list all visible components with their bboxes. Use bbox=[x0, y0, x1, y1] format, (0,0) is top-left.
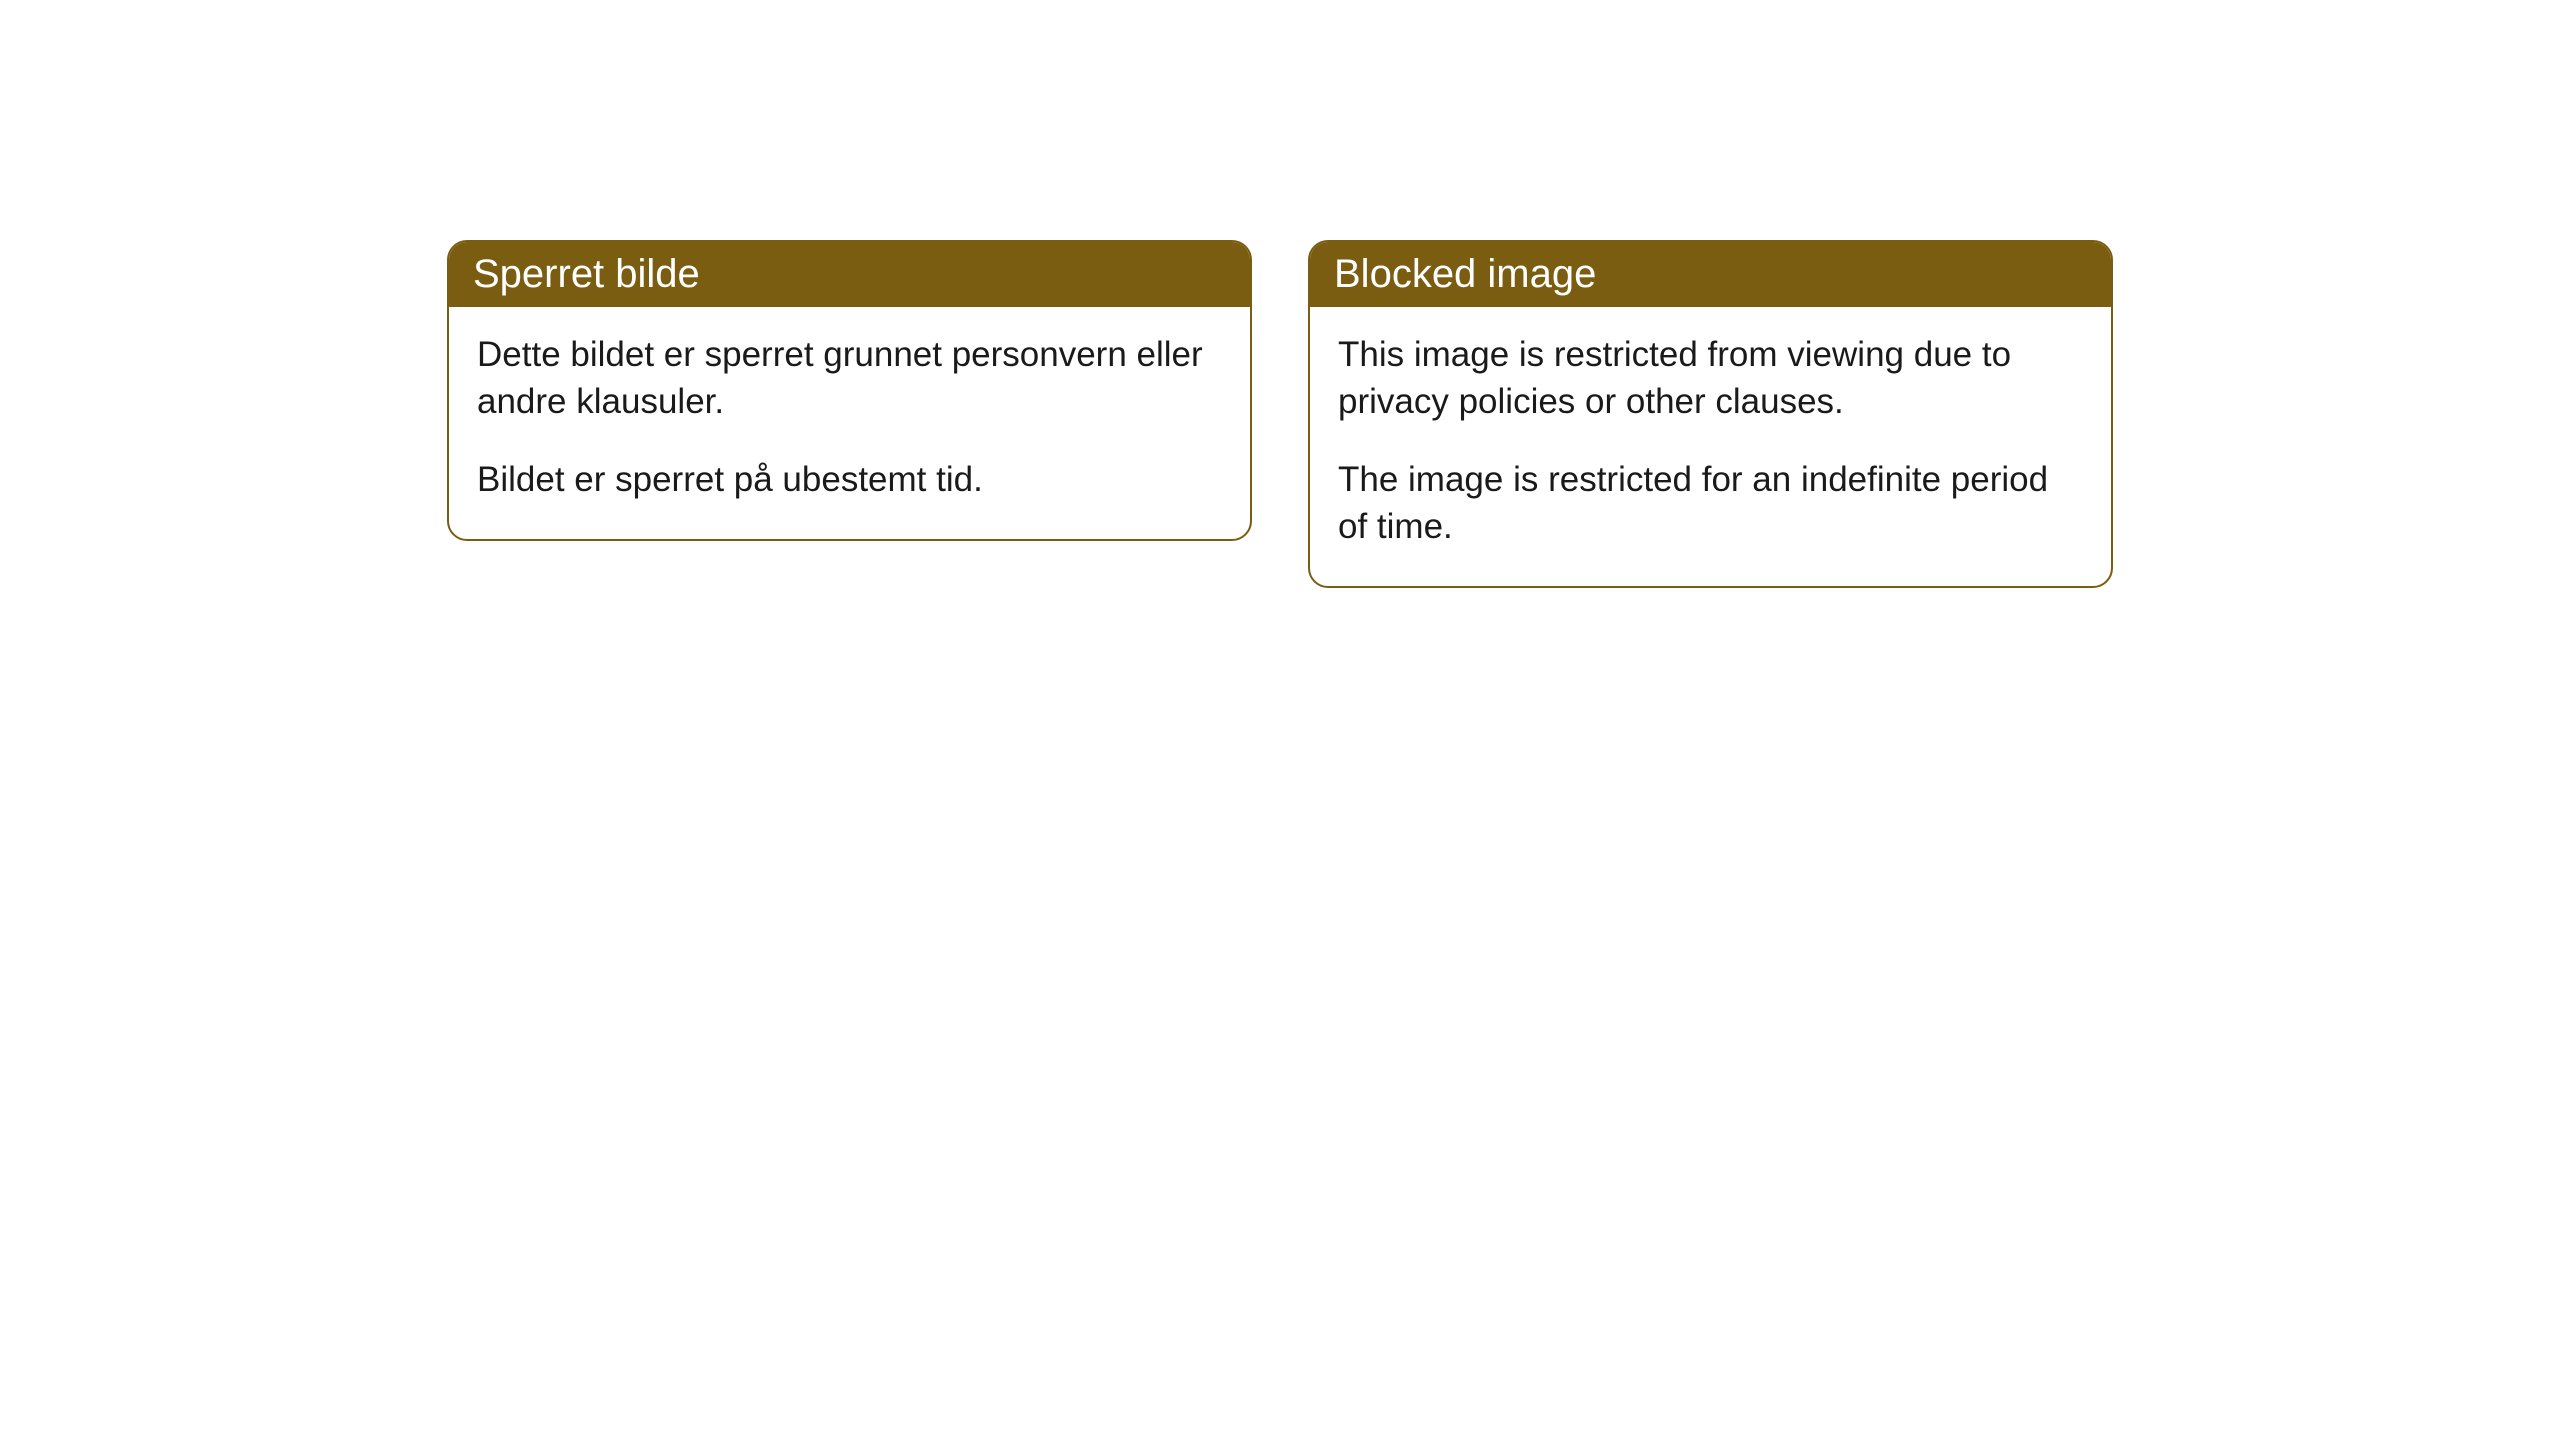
blocked-image-card-english: Blocked image This image is restricted f… bbox=[1308, 240, 2113, 588]
card-body: Dette bildet er sperret grunnet personve… bbox=[449, 307, 1250, 539]
cards-container: Sperret bilde Dette bildet er sperret gr… bbox=[447, 240, 2113, 1440]
card-paragraph: Dette bildet er sperret grunnet personve… bbox=[477, 331, 1222, 426]
card-body: This image is restricted from viewing du… bbox=[1310, 307, 2111, 586]
card-title: Sperret bilde bbox=[473, 252, 700, 296]
card-paragraph: This image is restricted from viewing du… bbox=[1338, 331, 2083, 426]
card-paragraph: The image is restricted for an indefinit… bbox=[1338, 456, 2083, 551]
card-paragraph: Bildet er sperret på ubestemt tid. bbox=[477, 456, 1222, 503]
card-title: Blocked image bbox=[1334, 252, 1596, 296]
card-header: Blocked image bbox=[1310, 242, 2111, 307]
blocked-image-card-norwegian: Sperret bilde Dette bildet er sperret gr… bbox=[447, 240, 1252, 541]
card-header: Sperret bilde bbox=[449, 242, 1250, 307]
